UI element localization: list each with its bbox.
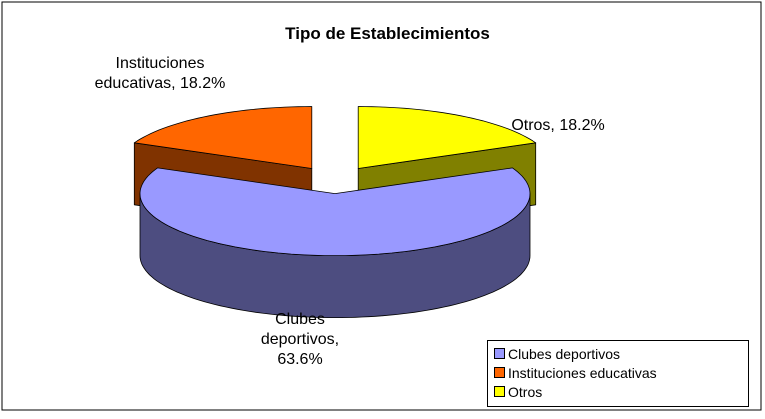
slice — [139, 167, 531, 256]
data-label: Instituciones educativas, 18.2% — [94, 55, 226, 92]
data-label: Otros, 18.2% — [511, 117, 605, 134]
legend-item: Instituciones educativas — [494, 363, 742, 382]
legend-item: Otros — [494, 382, 742, 401]
legend-label: Clubes deportivos — [508, 345, 621, 362]
slice — [357, 106, 537, 169]
chart-title: Tipo de Establecimientos — [285, 24, 490, 43]
legend-label: Otros — [508, 383, 543, 400]
data-label: Clubes deportivos, 63.6% — [260, 311, 340, 368]
legend-label: Instituciones educativas — [508, 364, 657, 381]
slice — [133, 106, 313, 169]
legend-item: Clubes deportivos — [494, 344, 742, 363]
legend-swatch — [494, 367, 505, 378]
legend-swatch — [494, 386, 505, 397]
legend: Clubes deportivos Instituciones educativa… — [487, 340, 749, 407]
legend-swatch — [494, 348, 505, 359]
